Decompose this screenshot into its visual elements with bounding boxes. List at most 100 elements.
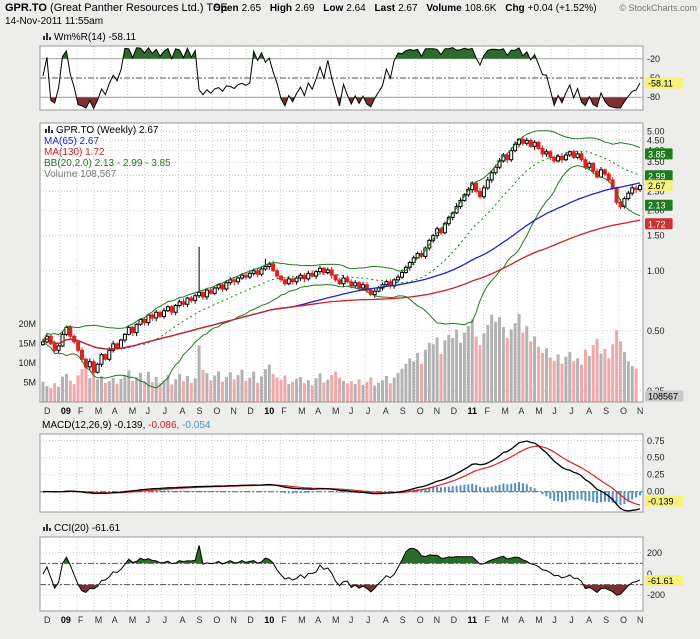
month-label: M	[332, 406, 340, 416]
month-label: N	[230, 615, 237, 625]
month-label: A	[518, 406, 524, 416]
low-label: Low	[323, 3, 344, 14]
month-label: M	[129, 406, 137, 416]
indicator-chart-icon	[42, 32, 51, 44]
year-label: 09	[61, 406, 71, 416]
month-label: M	[129, 615, 137, 625]
month-label: D	[44, 406, 51, 416]
month-label: A	[112, 615, 118, 625]
month-label: J	[163, 615, 168, 625]
last-label: Last	[374, 3, 396, 14]
month-label: J	[552, 406, 557, 416]
volume-axis-tick: 15M	[18, 339, 36, 349]
quote-strip: Open 2.65 High 2.69 Low 2.64 Last 2.67 Volum…	[213, 3, 597, 14]
axis-badge	[645, 180, 673, 192]
month-label: J	[569, 406, 574, 416]
month-label: N	[637, 615, 644, 625]
axis-badge-value: 2.99	[648, 171, 666, 181]
month-label: O	[417, 615, 424, 625]
month-label: A	[383, 615, 389, 625]
bb-legend: BB(20,2.0) 2.13 - 2.99 - 3.85	[44, 158, 171, 169]
volume-axis-tick: 5M	[23, 378, 36, 388]
month-label: M	[95, 406, 103, 416]
cci-legend-text: CCI(20) -61.61	[54, 523, 121, 534]
month-label: M	[95, 615, 103, 625]
price-legend-text: GPR.TO (Weekly) 2.67	[56, 125, 159, 136]
indicator-chart-icon	[44, 125, 53, 137]
price-axis-tick: 0.50	[647, 326, 665, 336]
macd-axis-tick: 0.50	[647, 453, 665, 463]
volume-axis-tick: 20M	[18, 319, 36, 329]
price-axis-tick: 2.50	[647, 186, 665, 196]
month-label: S	[400, 615, 406, 625]
axis-badge	[645, 199, 673, 211]
axis-badge	[645, 390, 684, 402]
month-label: J	[163, 406, 168, 416]
month-label: M	[332, 615, 340, 625]
macd-legend: MACD(12,26,9) -0.139, -0.086, -0.054	[42, 420, 210, 431]
month-label: M	[535, 406, 543, 416]
price-axis-tick: 1.50	[647, 231, 665, 241]
volume-value: 108.6K	[464, 3, 497, 14]
month-label: O	[213, 615, 220, 625]
month-label: A	[315, 406, 321, 416]
macd-plot-border	[39, 433, 644, 513]
month-label: A	[383, 406, 389, 416]
month-label: J	[146, 615, 151, 625]
year-label: 10	[264, 406, 274, 416]
axis-badge	[645, 495, 684, 507]
cci-axis-tick: 200	[647, 548, 662, 558]
ma65-legend: MA(65) 2.67	[44, 136, 100, 147]
axis-badge	[645, 218, 673, 230]
last-value: 2.67	[398, 3, 418, 14]
bb-upper-line	[42, 130, 641, 343]
month-label: N	[434, 615, 441, 625]
cci-plot-background	[40, 537, 643, 611]
cci-line	[42, 545, 641, 596]
wmr-plot-border	[39, 45, 644, 111]
volume-label: Volume	[426, 3, 462, 14]
month-label: S	[603, 406, 609, 416]
year-label: 09	[61, 615, 71, 625]
high-value: 2.69	[295, 3, 315, 14]
month-label: M	[298, 406, 306, 416]
macd-legend-label: MACD(12,26,9)	[42, 420, 112, 431]
year-label: 10	[264, 615, 274, 625]
axis-badge	[645, 77, 684, 89]
price-legend: GPR.TO (Weekly) 2.67	[44, 125, 158, 137]
month-label: F	[78, 406, 84, 416]
price-axis-tick: 3.50	[647, 157, 665, 167]
month-label: M	[535, 615, 543, 625]
month-label: O	[620, 615, 627, 625]
axis-badge-value: 2.13	[648, 201, 666, 211]
axis-badge-value: -58.11	[648, 79, 673, 89]
month-label: J	[349, 615, 354, 625]
chart-title: GPR.TO (Great Panther Resources Ltd.) TS…	[5, 2, 228, 14]
volume-bars-up	[41, 313, 642, 402]
month-label: F	[485, 406, 491, 416]
month-label: S	[197, 406, 203, 416]
axis-badge	[645, 170, 673, 182]
macd-signal-value: -0.086,	[148, 420, 180, 431]
cci-plot-border	[39, 536, 644, 612]
year-label: 11	[468, 406, 478, 416]
macd-line	[42, 440, 641, 512]
month-label: O	[417, 406, 424, 416]
chart-datetime: 14-Nov-2011 11:55am	[5, 16, 104, 27]
month-label: A	[180, 615, 186, 625]
month-label: J	[366, 406, 371, 416]
month-label: N	[637, 406, 644, 416]
month-label: M	[298, 615, 306, 625]
month-label: F	[485, 615, 491, 625]
wmr-legend-text: Wm%R(14) -58.11	[54, 32, 137, 43]
month-label: J	[349, 406, 354, 416]
month-label: A	[112, 406, 118, 416]
wmr-legend: Wm%R(14) -58.11	[42, 32, 136, 44]
main-plot-border	[39, 122, 644, 403]
axis-badge-value: 108567	[648, 392, 678, 402]
month-label: S	[400, 406, 406, 416]
month-label: A	[586, 615, 592, 625]
exchange-label: TSE	[206, 2, 228, 14]
month-label: S	[197, 615, 203, 625]
